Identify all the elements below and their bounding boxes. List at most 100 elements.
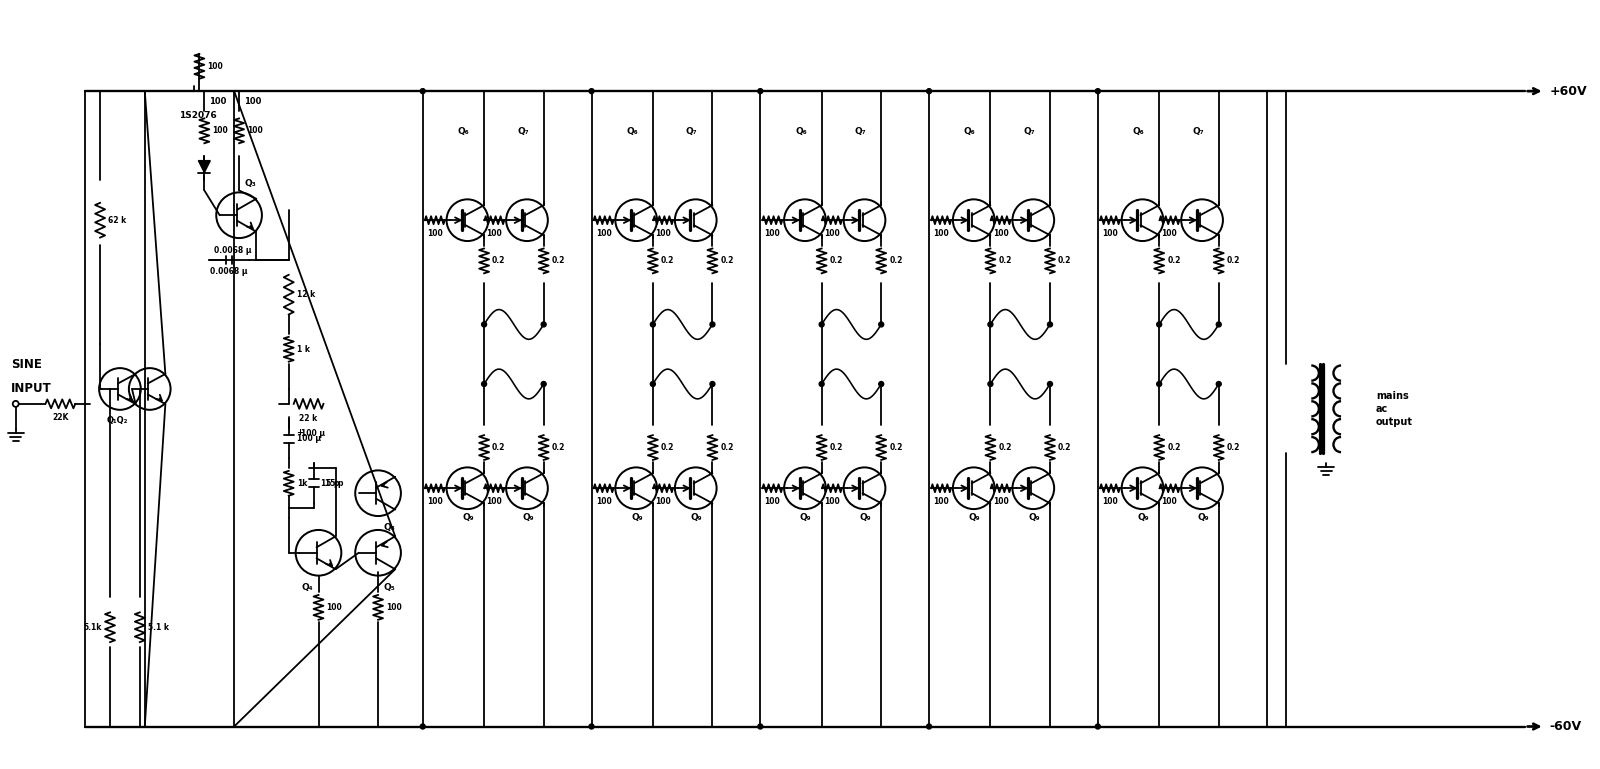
Circle shape: [1157, 322, 1162, 327]
Text: 62 k: 62 k: [109, 215, 126, 225]
Text: 100: 100: [1102, 229, 1118, 238]
Text: 12 k: 12 k: [296, 290, 315, 299]
Text: 0.2: 0.2: [998, 256, 1011, 265]
Text: 100: 100: [246, 126, 262, 135]
Text: Q₉: Q₉: [462, 513, 474, 522]
Circle shape: [541, 381, 546, 387]
Text: 100: 100: [326, 603, 342, 612]
Text: Q₁Q₂: Q₁Q₂: [106, 416, 128, 424]
Text: Q₇: Q₇: [517, 127, 530, 136]
Text: Q₆: Q₆: [458, 127, 469, 136]
Text: 100: 100: [824, 498, 840, 506]
Text: Q₆: Q₆: [626, 127, 638, 136]
Text: 0.2: 0.2: [661, 443, 674, 452]
Text: Q₉: Q₉: [632, 513, 643, 522]
Text: 0.2: 0.2: [1227, 443, 1240, 452]
Text: Q₈: Q₈: [382, 523, 395, 532]
Text: 22 k: 22 k: [299, 414, 318, 423]
Text: Q₇: Q₇: [1192, 127, 1203, 136]
Text: 0.2: 0.2: [890, 443, 902, 452]
Text: 100: 100: [486, 498, 502, 506]
Circle shape: [1096, 88, 1101, 94]
Text: Q₉: Q₉: [522, 513, 534, 522]
Circle shape: [878, 322, 883, 327]
Text: 100: 100: [1162, 229, 1178, 238]
Text: Q₉: Q₉: [691, 513, 702, 522]
Text: 0.2: 0.2: [1058, 443, 1072, 452]
Circle shape: [421, 88, 426, 94]
Circle shape: [758, 724, 763, 729]
Text: Q₉: Q₉: [1029, 513, 1040, 522]
Text: 100: 100: [656, 498, 670, 506]
Text: 100: 100: [933, 498, 949, 506]
Text: 1k: 1k: [296, 479, 307, 488]
Text: 15 p: 15 p: [322, 479, 339, 488]
Circle shape: [1048, 381, 1053, 387]
Circle shape: [878, 381, 883, 387]
Text: Q₉: Q₉: [968, 513, 981, 522]
Text: 0.2: 0.2: [1166, 256, 1181, 265]
Text: 100: 100: [486, 229, 502, 238]
Text: 100 μ: 100 μ: [296, 434, 320, 443]
Text: 100: 100: [765, 229, 781, 238]
Text: 0.2: 0.2: [661, 256, 674, 265]
Circle shape: [926, 88, 931, 94]
Text: Q₅: Q₅: [382, 583, 395, 591]
Text: 100: 100: [595, 229, 611, 238]
Circle shape: [819, 381, 824, 387]
Text: 100: 100: [824, 229, 840, 238]
Circle shape: [1216, 322, 1221, 327]
Text: 100: 100: [213, 126, 229, 135]
Text: 100: 100: [994, 498, 1008, 506]
Circle shape: [987, 381, 994, 387]
Text: 0.0068 μ: 0.0068 μ: [214, 246, 251, 255]
Text: Q₆: Q₆: [1133, 127, 1144, 136]
Polygon shape: [198, 161, 210, 172]
Text: 100: 100: [933, 229, 949, 238]
Text: 0.2: 0.2: [552, 443, 565, 452]
Text: 100: 100: [656, 229, 670, 238]
Circle shape: [482, 322, 486, 327]
Text: 22K: 22K: [53, 413, 69, 422]
Text: 100: 100: [427, 229, 443, 238]
Circle shape: [710, 381, 715, 387]
Text: 100 μ: 100 μ: [301, 429, 325, 438]
Circle shape: [589, 724, 594, 729]
Text: Q₃: Q₃: [245, 179, 256, 188]
Text: 0.2: 0.2: [493, 256, 506, 265]
Text: 5.1k: 5.1k: [83, 623, 102, 632]
Text: Q₉: Q₉: [859, 513, 870, 522]
Text: +: +: [296, 428, 302, 437]
Text: Q₇: Q₇: [1024, 127, 1035, 136]
Text: Q₆: Q₆: [795, 127, 806, 136]
Circle shape: [482, 381, 486, 387]
Text: 0.2: 0.2: [890, 256, 902, 265]
Text: Q₉: Q₉: [1138, 513, 1149, 522]
Text: 0.2: 0.2: [1058, 256, 1072, 265]
Circle shape: [650, 322, 656, 327]
Circle shape: [819, 322, 824, 327]
Text: 0.0068 μ: 0.0068 μ: [211, 267, 248, 276]
Text: 100: 100: [1102, 498, 1118, 506]
Text: 0.2: 0.2: [829, 443, 843, 452]
Text: Q₇: Q₇: [854, 127, 866, 136]
Text: 0.2: 0.2: [493, 443, 506, 452]
Text: 0.2: 0.2: [829, 256, 843, 265]
Text: Q₉: Q₉: [1197, 513, 1208, 522]
Text: Q₄: Q₄: [302, 583, 314, 591]
Circle shape: [650, 381, 656, 387]
Text: 100: 100: [427, 498, 443, 506]
Text: 100: 100: [994, 229, 1008, 238]
Text: 100: 100: [245, 97, 261, 106]
Text: 100: 100: [208, 62, 222, 71]
Circle shape: [710, 322, 715, 327]
Text: Q₇: Q₇: [686, 127, 698, 136]
Text: 0.2: 0.2: [1166, 443, 1181, 452]
Circle shape: [541, 322, 546, 327]
Text: Q₉: Q₉: [800, 513, 811, 522]
Text: -60V: -60V: [1549, 720, 1582, 733]
Text: 100: 100: [595, 498, 611, 506]
Text: 1 k: 1 k: [296, 345, 310, 354]
Text: 15 p: 15 p: [325, 479, 344, 488]
Text: 0.2: 0.2: [1227, 256, 1240, 265]
